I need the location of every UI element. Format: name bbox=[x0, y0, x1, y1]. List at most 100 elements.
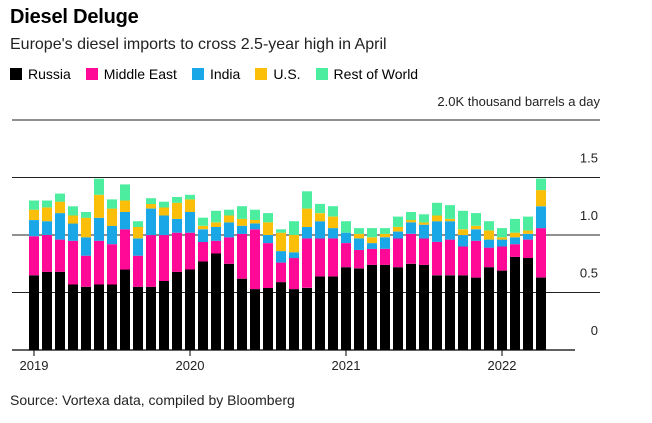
bar-india-2019-03 bbox=[55, 213, 65, 240]
legend-item-us: U.S. bbox=[255, 66, 301, 82]
bar-u-s-2019-03 bbox=[55, 201, 65, 214]
bar-russia-2020-03 bbox=[211, 253, 221, 350]
bar-u-s-2022-03 bbox=[523, 230, 533, 234]
bar-middle-east-2020-08 bbox=[276, 262, 286, 283]
bar-india-2021-10 bbox=[458, 235, 468, 247]
legend-swatch-rest-of-world bbox=[315, 68, 328, 80]
bar-rest-of-world-2022-01 bbox=[497, 228, 507, 238]
bar-india-2020-06 bbox=[250, 223, 260, 230]
bar-rest-of-world-2022-04 bbox=[536, 178, 546, 191]
bar-middle-east-2019-02 bbox=[42, 235, 52, 272]
bar-middle-east-2020-09 bbox=[289, 258, 299, 290]
legend-item-russia: Russia bbox=[10, 66, 71, 82]
bar-russia-2019-12 bbox=[172, 271, 182, 350]
bar-india-2021-07 bbox=[419, 224, 429, 239]
bar-rest-of-world-2019-11 bbox=[159, 201, 169, 208]
bar-u-s-2021-04 bbox=[380, 233, 390, 238]
bar-india-2019-11 bbox=[159, 215, 169, 236]
bar-india-2019-01 bbox=[29, 220, 39, 237]
bar-rest-of-world-2019-02 bbox=[42, 200, 52, 208]
bar-india-2019-09 bbox=[133, 238, 143, 256]
bar-middle-east-2019-03 bbox=[55, 239, 65, 272]
bar-rest-of-world-2022-02 bbox=[510, 218, 520, 233]
bar-u-s-2021-09 bbox=[445, 218, 455, 222]
bar-middle-east-2020-10 bbox=[302, 238, 312, 288]
bar-middle-east-2021-08 bbox=[432, 241, 442, 276]
bar-u-s-2020-01 bbox=[185, 199, 195, 212]
bar-russia-2021-02 bbox=[354, 268, 364, 350]
bar-middle-east-2019-01 bbox=[29, 236, 39, 276]
bar-russia-2021-05 bbox=[393, 267, 403, 350]
bar-rest-of-world-2019-09 bbox=[133, 221, 143, 227]
bar-u-s-2022-04 bbox=[536, 190, 546, 207]
bar-u-s-2021-12 bbox=[484, 230, 494, 240]
bar-india-2020-09 bbox=[289, 252, 299, 259]
bar-middle-east-2022-04 bbox=[536, 228, 546, 278]
bar-russia-2019-05 bbox=[81, 286, 91, 351]
chart-subtitle: Europe's diesel imports to cross 2.5-yea… bbox=[10, 36, 387, 53]
bar-russia-2019-02 bbox=[42, 271, 52, 350]
bar-russia-2020-01 bbox=[185, 269, 195, 350]
bar-russia-2019-06 bbox=[94, 284, 104, 350]
bar-india-2019-08 bbox=[120, 212, 130, 230]
bar-rest-of-world-2020-04 bbox=[224, 209, 234, 216]
bar-middle-east-2019-10 bbox=[146, 235, 156, 287]
legend-item-india: India bbox=[191, 66, 241, 82]
bar-india-2020-11 bbox=[315, 221, 325, 239]
bar-russia-2020-12 bbox=[328, 276, 338, 350]
bar-u-s-2021-02 bbox=[354, 233, 364, 239]
bar-u-s-2020-07 bbox=[263, 222, 273, 235]
y-axis-unit-label: 2.0K thousand barrels a day bbox=[437, 94, 600, 109]
bar-russia-2021-04 bbox=[380, 264, 390, 350]
bar-middle-east-2021-01 bbox=[341, 243, 351, 268]
bar-rest-of-world-2019-05 bbox=[81, 212, 91, 218]
bar-india-2020-08 bbox=[276, 251, 286, 263]
bar-u-s-2019-02 bbox=[42, 207, 52, 222]
bar-u-s-2019-12 bbox=[172, 202, 182, 219]
bar-india-2019-04 bbox=[68, 223, 78, 241]
bar-russia-2020-02 bbox=[198, 261, 208, 350]
bar-rest-of-world-2021-04 bbox=[380, 228, 390, 234]
bar-india-2020-07 bbox=[263, 235, 273, 244]
bar-rest-of-world-2019-06 bbox=[94, 178, 104, 195]
bar-india-2019-05 bbox=[81, 237, 91, 256]
bar-rest-of-world-2020-11 bbox=[315, 203, 325, 214]
bar-india-2022-04 bbox=[536, 206, 546, 229]
legend-label-india: India bbox=[209, 66, 241, 82]
bar-middle-east-2021-11 bbox=[471, 240, 481, 278]
y-tick-label: 1.5 bbox=[580, 151, 598, 166]
bar-rest-of-world-2020-01 bbox=[185, 194, 195, 200]
bar-middle-east-2019-06 bbox=[94, 240, 104, 285]
bar-russia-2020-11 bbox=[315, 276, 325, 350]
bar-rest-of-world-2019-12 bbox=[172, 197, 182, 203]
bar-u-s-2020-12 bbox=[328, 216, 338, 229]
bar-india-2021-09 bbox=[445, 221, 455, 240]
bar-india-2020-02 bbox=[198, 229, 208, 242]
bar-india-2022-03 bbox=[523, 233, 533, 240]
bar-u-s-2021-06 bbox=[406, 220, 416, 223]
bar-u-s-2020-02 bbox=[198, 225, 208, 230]
bar-rest-of-world-2020-07 bbox=[263, 213, 273, 223]
bar-russia-2021-11 bbox=[471, 277, 481, 351]
bar-middle-east-2021-04 bbox=[380, 248, 390, 265]
bar-rest-of-world-2020-02 bbox=[198, 217, 208, 226]
bar-u-s-2020-06 bbox=[250, 220, 260, 224]
bar-russia-2019-07 bbox=[107, 284, 117, 350]
bar-middle-east-2019-04 bbox=[68, 240, 78, 285]
bar-russia-2019-09 bbox=[133, 286, 143, 351]
bar-middle-east-2019-09 bbox=[133, 255, 143, 287]
legend-swatch-middle-east bbox=[85, 68, 98, 80]
bar-middle-east-2021-09 bbox=[445, 239, 455, 276]
x-tick-label: 2021 bbox=[332, 358, 361, 373]
bar-india-2021-08 bbox=[432, 221, 442, 242]
bar-rest-of-world-2021-03 bbox=[367, 228, 377, 238]
bar-middle-east-2022-03 bbox=[523, 239, 533, 258]
bar-u-s-2021-03 bbox=[367, 237, 377, 244]
bar-russia-2021-07 bbox=[419, 264, 429, 350]
legend-item-middle-east: Middle East bbox=[85, 66, 177, 82]
bar-rest-of-world-2021-08 bbox=[432, 202, 442, 216]
legend-label-russia: Russia bbox=[28, 66, 71, 82]
legend-label-rest-of-world: Rest of World bbox=[333, 66, 419, 82]
bar-u-s-2020-09 bbox=[289, 235, 299, 253]
